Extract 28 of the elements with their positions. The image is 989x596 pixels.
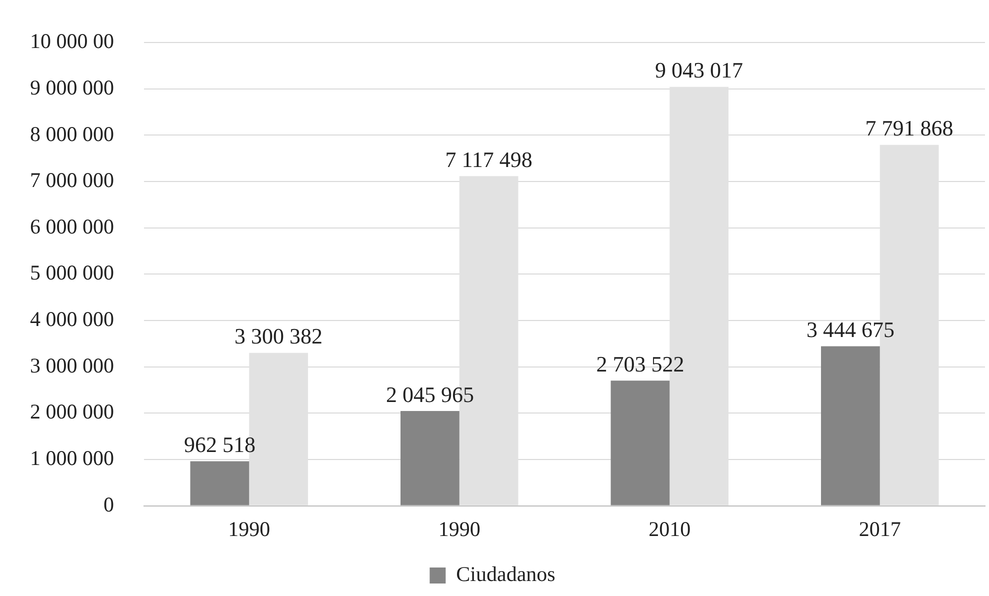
data-label: 7 791 868 [865,116,954,141]
data-label: 7 117 498 [445,146,532,172]
y-tick-label: 3 000 000 [30,353,114,378]
y-tick-label: 1 000 000 [30,446,114,470]
data-label: 9 043 017 [655,58,744,83]
bar [610,380,670,506]
y-tick-label: 9 000 000 [30,75,114,100]
data-label: 3 300 382 [234,324,323,349]
y-tick-label: 6 000 000 [30,214,114,238]
bar [400,411,460,506]
y-tick-label: 2 000 000 [30,400,114,424]
y-tick-label: 0 [104,492,114,516]
y-tick-label: 7 000 000 [30,168,114,192]
y-tick-label: 5 000 000 [30,260,114,285]
y-tick-label: 10 000 00 [30,29,114,54]
data-label: 2 045 965 [386,382,474,407]
bar [190,461,250,506]
x-tick-label: 1990 [228,516,270,541]
x-tick-label: 1990 [438,516,480,541]
x-tick-label: 2017 [858,516,901,541]
y-tick-label: 4 000 000 [30,307,114,332]
data-label: 2 703 522 [596,351,684,376]
y-tick-label: 8 000 000 [30,122,114,146]
data-label: 3 444 675 [806,317,894,342]
legend-label: Ciudadanos [456,562,556,586]
x-tick-label: 2010 [648,516,691,541]
bar [821,346,880,506]
data-label: 962 518 [184,432,256,457]
